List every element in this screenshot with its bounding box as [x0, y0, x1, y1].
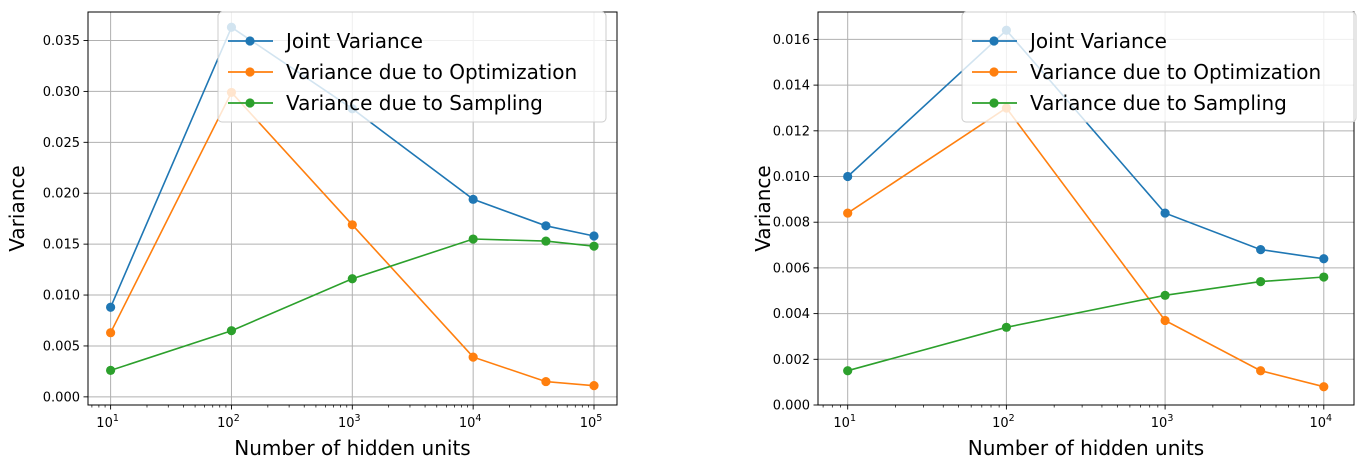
x-tick-label: 103: [1151, 413, 1174, 431]
y-tick-label: 0.005: [43, 339, 80, 354]
legend-swatch-marker: [989, 67, 999, 77]
y-tick-label: 0.012: [773, 124, 810, 139]
data-point: [106, 365, 116, 375]
y-tick-label: 0.015: [43, 238, 80, 253]
x-tick-label: 104: [459, 413, 482, 431]
y-tick-label: 0.004: [773, 307, 810, 322]
x-axis-label: Number of hidden units: [968, 436, 1204, 460]
legend: Joint Variance Variance due to Optimizati…: [217, 11, 607, 123]
x-tick-label: 101: [96, 413, 119, 431]
data-point: [541, 221, 551, 231]
legend-swatch-marker: [989, 36, 999, 46]
y-tick-label: 0.016: [773, 33, 810, 48]
legend-entry-label: Variance due to Sampling: [1030, 91, 1287, 115]
data-point: [347, 274, 357, 284]
series-line-3: [110, 238, 595, 372]
x-tick-label: 102: [992, 413, 1015, 431]
chart-panel-2: 101 102 103 104 0.000 0.002 0.004 0.006 0.008 0.0…: [751, 11, 1357, 460]
data-point: [541, 376, 551, 387]
data-point: [1319, 254, 1329, 264]
y-tick-label: 0.006: [773, 261, 810, 276]
data-point: [347, 220, 357, 230]
data-point: [1160, 208, 1170, 218]
y-axis-label: Variance: [5, 165, 29, 251]
y-tick-label: 0.010: [773, 170, 810, 185]
data-point: [106, 328, 116, 338]
data-point: [1160, 315, 1170, 326]
series-line-2: [847, 106, 1324, 388]
series-line-2: [109, 91, 595, 387]
data-point: [468, 352, 478, 362]
legend: Joint Variance Variance due to Optimizati…: [961, 11, 1357, 123]
y-tick-label: 0.025: [43, 136, 80, 151]
legend-swatch-marker: [245, 67, 255, 77]
y-tick-label: 0.030: [43, 85, 80, 100]
y-tick-label: 0.008: [773, 216, 810, 231]
data-point: [843, 171, 853, 182]
y-tick-label: 0.010: [43, 289, 80, 304]
data-point: [1319, 382, 1329, 392]
series-line-3: [847, 276, 1324, 372]
data-point: [541, 236, 551, 246]
data-point: [106, 302, 116, 312]
legend-swatch-marker: [245, 98, 255, 108]
legend-entry-label: Variance due to Optimization: [286, 60, 577, 84]
y-tick-label: 0.000: [773, 399, 810, 414]
x-axis-label: Number of hidden units: [234, 436, 470, 460]
y-tick-label: 0.000: [43, 390, 80, 405]
data-point: [468, 234, 478, 244]
data-point: [1256, 277, 1266, 287]
y-tick-label: 0.014: [773, 79, 810, 94]
x-tick-label: 104: [1309, 413, 1332, 431]
x-tick-label: 101: [833, 413, 856, 431]
y-tick-label: 0.035: [43, 34, 80, 49]
y-tick-label: 0.020: [43, 187, 80, 202]
data-point: [1160, 290, 1170, 300]
series-line-1: [109, 26, 595, 308]
legend-entry-label: Variance due to Optimization: [1030, 60, 1321, 84]
legend-entry-label: Variance due to Sampling: [286, 91, 543, 115]
legend-box: [961, 11, 1357, 123]
legend-swatch-marker: [989, 98, 999, 108]
chart-panel-1: 101 102 103 104 105 0.000 0.005 0.010 0.015 0.020…: [5, 11, 618, 460]
x-tick-label: 102: [217, 413, 240, 431]
data-point: [226, 326, 237, 336]
legend-box: [217, 11, 607, 123]
y-tick-label: 0.002: [773, 353, 810, 368]
data-point: [589, 231, 599, 241]
data-point: [589, 381, 599, 391]
data-point: [468, 194, 478, 204]
x-tick-label: 103: [338, 413, 361, 431]
legend-swatch-marker: [245, 36, 255, 46]
legend-entry-label: Joint Variance: [1028, 29, 1167, 53]
data-point: [843, 208, 853, 218]
data-point: [589, 241, 599, 251]
data-point: [1001, 322, 1011, 332]
data-point: [1256, 245, 1266, 255]
x-tick-label: 105: [580, 413, 603, 431]
data-point: [1256, 366, 1266, 376]
y-axis-label: Variance: [751, 165, 775, 251]
legend-entry-label: Joint Variance: [284, 29, 423, 53]
data-point: [1319, 272, 1329, 282]
data-point: [843, 366, 853, 376]
